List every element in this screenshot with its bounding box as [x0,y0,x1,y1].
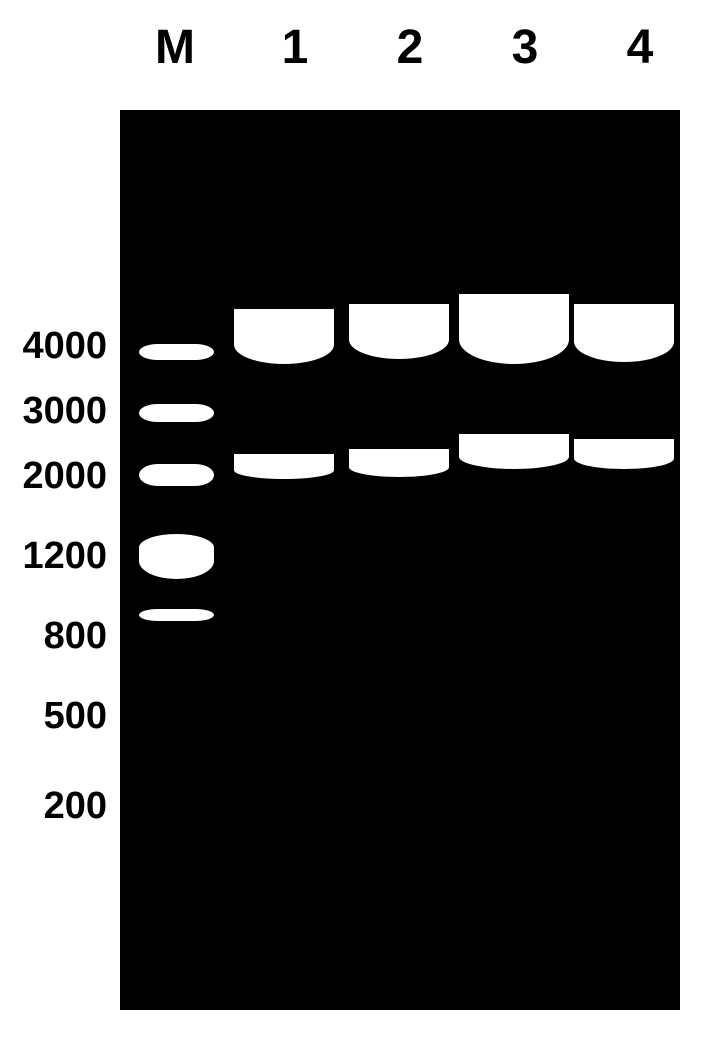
lane-label-4: 4 [610,20,670,75]
gel-band [139,534,214,579]
marker-label: 2000 [22,455,107,498]
gel-band [234,309,334,364]
marker-label: 500 [44,695,107,738]
lane-label-1: 1 [265,20,325,75]
gel-band [459,434,569,469]
marker-label: 800 [44,615,107,658]
gel-band [349,449,449,477]
gel-band [139,344,214,360]
marker-label: 1200 [22,535,107,578]
marker-label: 3000 [22,390,107,433]
gel-band [139,404,214,422]
lane-label-marker: M [140,20,210,75]
gel-band [139,464,214,486]
gel-band [349,304,449,359]
gel-band [574,439,674,469]
gel-band [574,304,674,362]
gel-band [139,609,214,621]
gel-image [120,110,680,1010]
marker-label: 200 [44,785,107,828]
marker-label: 4000 [22,325,107,368]
lane-label-2: 2 [380,20,440,75]
gel-band [234,454,334,479]
gel-band [459,294,569,364]
lane-labels-row: M 1 2 3 4 [140,20,670,75]
lane-label-3: 3 [495,20,555,75]
